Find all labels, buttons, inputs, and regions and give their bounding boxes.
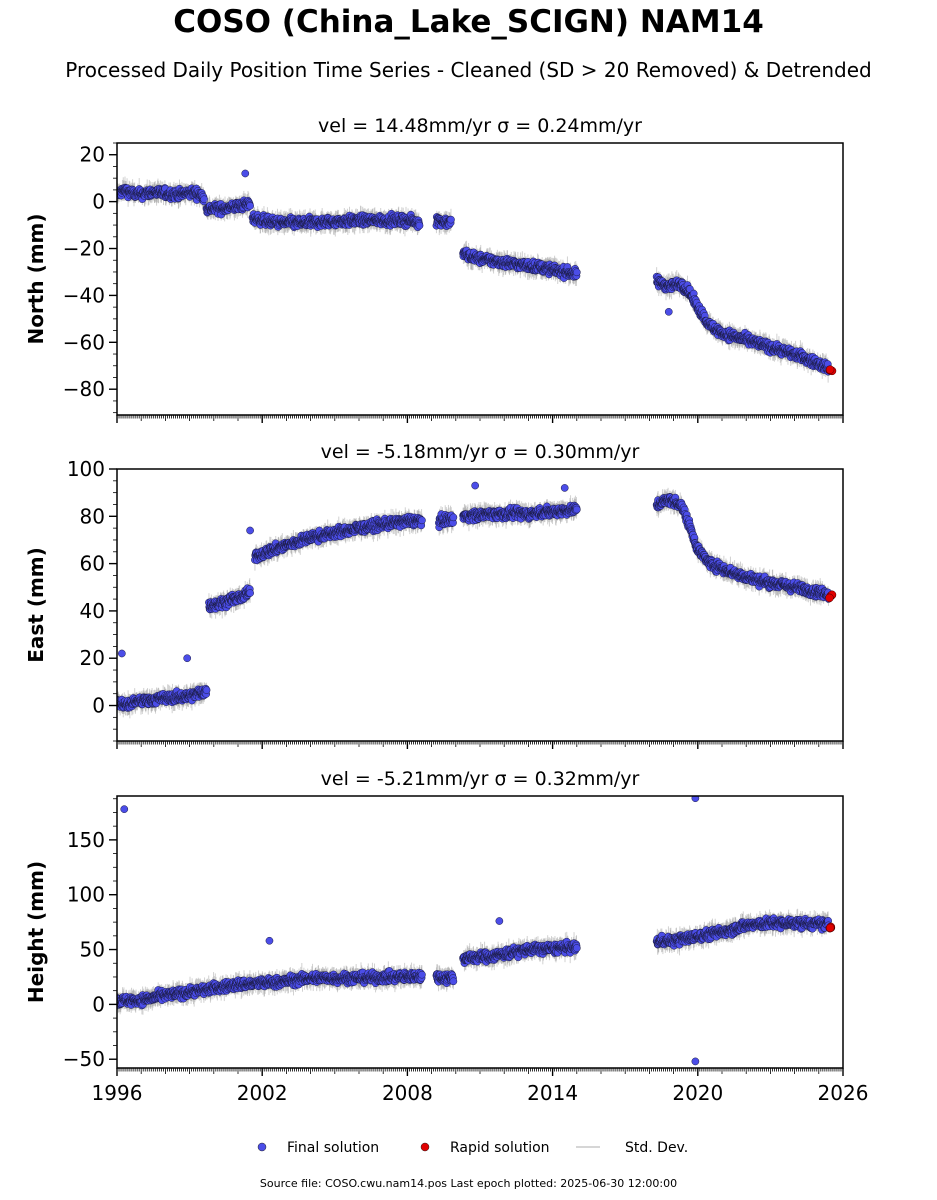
y-tick-label: −20 — [63, 237, 105, 261]
axes-frame — [116, 142, 844, 416]
panel-title: vel = 14.48mm/yr σ = 0.24mm/yr — [318, 115, 642, 137]
y-tick-label: −80 — [63, 377, 105, 401]
series-segment — [652, 267, 833, 383]
final-solution-point — [200, 195, 208, 204]
final-solution-points — [205, 584, 254, 614]
x-axis — [116, 415, 844, 423]
y-tick-label: −60 — [63, 330, 105, 354]
rapid-solution-point — [825, 365, 835, 374]
outlier-points — [241, 169, 673, 316]
y-tick-label: 0 — [92, 190, 105, 214]
outlier-point — [664, 307, 673, 316]
final-solution-point — [202, 686, 211, 694]
final-solution-points — [117, 183, 208, 206]
panel-north: 20 0 −20 −40 −60 −80 vel = 14.48mm/yr σ = 0.24… — [24, 115, 844, 423]
series-segment — [459, 240, 581, 287]
page-subtitle: Processed Daily Position Time Series - C… — [65, 58, 872, 82]
outlier-point — [241, 169, 250, 178]
series-segment — [432, 208, 455, 236]
series-segment — [117, 176, 208, 211]
final-solution-points — [202, 196, 254, 219]
rapid-solution-points — [825, 365, 837, 376]
page-title: COSO (China_Lake_SCIGN) NAM14 — [173, 4, 764, 40]
series-segment — [248, 205, 424, 237]
final-solution-point — [246, 589, 254, 597]
plot-area — [117, 481, 837, 719]
series-segment — [205, 578, 254, 619]
series-segment — [202, 190, 254, 222]
series-segment — [117, 682, 211, 719]
final-solution-points — [117, 684, 211, 712]
series-segment — [251, 507, 426, 571]
y-tick-label: 20 — [80, 143, 105, 167]
final-solution-points — [652, 272, 833, 376]
final-solution-points — [248, 209, 424, 232]
final-solution-points — [459, 246, 581, 282]
plot-area — [117, 169, 837, 383]
final-solution-point — [246, 202, 254, 210]
y-tick-label: −40 — [63, 283, 105, 307]
final-solution-point — [447, 215, 455, 224]
final-solution-point — [415, 221, 424, 230]
final-solution-point — [572, 268, 581, 277]
y-axis-label: North (mm) — [24, 213, 48, 344]
y-axis: 20 0 −20 −40 −60 −80 — [63, 142, 117, 414]
final-solution-points — [432, 213, 455, 230]
